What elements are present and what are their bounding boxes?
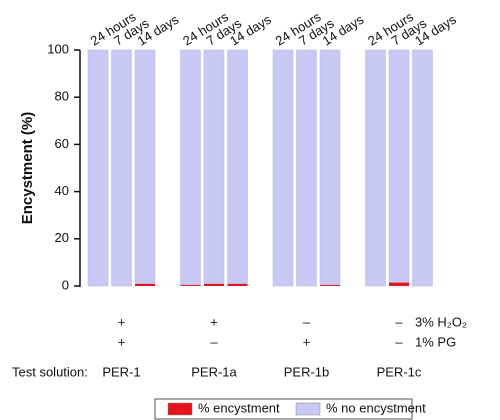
bar-segment xyxy=(388,49,410,283)
condition-sign: – xyxy=(395,334,403,349)
legend-swatch xyxy=(295,402,321,416)
legend-label: % encystment xyxy=(198,400,280,415)
bar-segment xyxy=(180,49,201,286)
group-label: PER-1c xyxy=(377,364,422,379)
y-tick-label: 20 xyxy=(55,230,69,245)
y-tick-label: 60 xyxy=(55,136,69,151)
bar-segment xyxy=(87,49,109,287)
group-label: PER-1 xyxy=(102,364,140,379)
y-tick-label: 0 xyxy=(62,277,69,292)
bar-segment xyxy=(204,283,224,286)
bar-segment xyxy=(227,49,248,284)
group-label: PER-1b xyxy=(284,364,330,379)
bar-segment xyxy=(135,283,155,286)
condition-label: 3% H₂O₂ xyxy=(415,314,467,329)
y-tick-label: 40 xyxy=(55,183,69,198)
condition-sign: – xyxy=(303,314,311,329)
bar-segment xyxy=(412,49,433,287)
condition-sign: + xyxy=(118,334,126,349)
condition-sign: + xyxy=(210,314,218,329)
y-tick-label: 80 xyxy=(55,89,69,104)
condition-sign: + xyxy=(118,314,126,329)
bar-segment xyxy=(203,49,225,284)
bar-segment xyxy=(320,284,340,286)
bar-segment xyxy=(389,282,409,286)
condition-sign: – xyxy=(210,334,218,349)
y-axis-title: Encystment (%) xyxy=(19,112,36,225)
legend-box xyxy=(154,398,413,420)
bar-segment xyxy=(296,49,317,287)
group-label: PER-1a xyxy=(191,364,237,379)
bar-segment xyxy=(319,49,341,286)
bar-segment xyxy=(134,49,156,284)
condition-sign: + xyxy=(303,334,311,349)
bar-segment xyxy=(180,284,201,286)
bar-segment xyxy=(111,49,132,287)
legend-label: % no encystment xyxy=(326,400,426,415)
row-label: Test solution: xyxy=(12,364,88,379)
bar-segment xyxy=(272,49,294,287)
condition-label: 1% PG xyxy=(415,334,456,349)
condition-sign: – xyxy=(395,314,403,329)
legend-swatch xyxy=(167,402,193,416)
bar-segment xyxy=(365,49,386,287)
y-tick-label: 100 xyxy=(47,41,69,56)
bar-segment xyxy=(227,283,248,286)
